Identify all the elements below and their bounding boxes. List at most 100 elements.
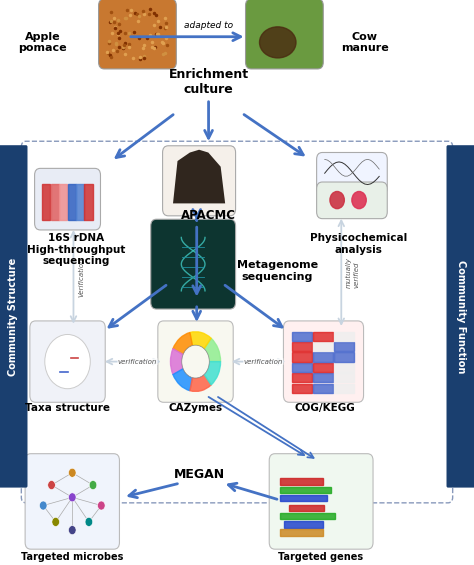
Text: COG/KEGG: COG/KEGG xyxy=(294,403,355,413)
Wedge shape xyxy=(190,375,211,392)
FancyArrowPatch shape xyxy=(234,359,283,364)
Wedge shape xyxy=(204,338,220,362)
Text: Metagenome
sequencing: Metagenome sequencing xyxy=(237,260,318,282)
Bar xyxy=(313,373,333,383)
Bar xyxy=(292,332,312,341)
FancyBboxPatch shape xyxy=(151,219,236,309)
FancyArrowPatch shape xyxy=(129,484,177,498)
Text: 16S rDNA
High-throughput
sequencing: 16S rDNA High-throughput sequencing xyxy=(27,233,125,266)
Bar xyxy=(313,353,333,362)
Circle shape xyxy=(85,518,92,527)
FancyBboxPatch shape xyxy=(35,168,100,230)
Bar xyxy=(292,373,312,383)
FancyArrowPatch shape xyxy=(193,227,201,294)
FancyBboxPatch shape xyxy=(317,153,387,194)
FancyArrowPatch shape xyxy=(228,483,277,499)
Bar xyxy=(280,513,335,519)
Wedge shape xyxy=(173,333,192,354)
FancyBboxPatch shape xyxy=(317,182,387,219)
Wedge shape xyxy=(190,332,211,349)
FancyArrowPatch shape xyxy=(193,307,201,319)
Text: Community Structure: Community Structure xyxy=(8,257,18,376)
Circle shape xyxy=(182,345,210,378)
FancyBboxPatch shape xyxy=(269,454,373,549)
Bar xyxy=(42,184,51,220)
Text: Community Function: Community Function xyxy=(456,260,466,373)
FancyBboxPatch shape xyxy=(447,145,474,488)
Bar xyxy=(84,184,93,220)
FancyBboxPatch shape xyxy=(246,0,323,69)
Bar xyxy=(284,521,323,528)
Bar xyxy=(280,529,323,536)
Text: Cow
manure: Cow manure xyxy=(341,32,389,53)
Bar xyxy=(313,384,333,393)
Bar xyxy=(51,184,59,220)
Bar xyxy=(334,342,355,351)
Circle shape xyxy=(69,525,76,534)
Bar xyxy=(292,342,312,351)
FancyBboxPatch shape xyxy=(99,0,176,69)
FancyArrowPatch shape xyxy=(338,220,344,324)
Bar xyxy=(313,363,333,372)
Circle shape xyxy=(45,334,90,389)
Text: verification: verification xyxy=(244,359,283,364)
FancyBboxPatch shape xyxy=(163,146,236,216)
Bar xyxy=(334,373,355,383)
Bar xyxy=(280,479,323,485)
Circle shape xyxy=(69,493,76,502)
Text: adapted to: adapted to xyxy=(184,21,233,30)
Bar xyxy=(292,353,312,362)
Circle shape xyxy=(89,481,97,489)
Text: verification: verification xyxy=(118,359,157,364)
Text: Taxa structure: Taxa structure xyxy=(25,403,110,413)
Bar xyxy=(292,384,312,393)
Text: Apple
pomace: Apple pomace xyxy=(18,32,67,53)
Bar xyxy=(67,184,76,220)
Text: Targeted genes: Targeted genes xyxy=(278,551,364,562)
Bar xyxy=(76,184,84,220)
Circle shape xyxy=(352,192,366,208)
Text: MEGAN: MEGAN xyxy=(173,468,225,481)
Bar xyxy=(334,353,355,362)
Wedge shape xyxy=(204,362,220,385)
FancyBboxPatch shape xyxy=(0,145,27,488)
Circle shape xyxy=(39,501,47,510)
Bar xyxy=(280,495,327,502)
FancyArrowPatch shape xyxy=(116,115,173,158)
Circle shape xyxy=(52,518,59,527)
Text: Targeted microbes: Targeted microbes xyxy=(21,551,124,562)
Text: APACMC: APACMC xyxy=(181,209,236,223)
FancyArrowPatch shape xyxy=(225,285,282,327)
FancyArrowPatch shape xyxy=(244,115,303,155)
Bar xyxy=(334,384,355,393)
Text: Physicochemical
analysis: Physicochemical analysis xyxy=(310,233,407,255)
Polygon shape xyxy=(173,150,225,203)
Text: Verification: Verification xyxy=(78,257,84,297)
Bar xyxy=(334,332,355,341)
Bar xyxy=(289,505,324,511)
FancyBboxPatch shape xyxy=(158,321,233,402)
Text: mutually
verified: mutually verified xyxy=(346,257,359,288)
FancyArrowPatch shape xyxy=(193,210,201,220)
Bar xyxy=(59,184,67,220)
Wedge shape xyxy=(171,349,183,375)
Text: Enrichment
culture: Enrichment culture xyxy=(168,68,249,96)
Circle shape xyxy=(48,481,55,489)
Ellipse shape xyxy=(259,27,296,58)
Circle shape xyxy=(69,468,76,477)
Bar xyxy=(313,332,333,341)
FancyArrowPatch shape xyxy=(205,102,212,138)
FancyBboxPatch shape xyxy=(283,321,364,402)
FancyBboxPatch shape xyxy=(30,321,105,402)
Bar xyxy=(292,363,312,372)
FancyArrowPatch shape xyxy=(109,285,166,327)
Bar xyxy=(280,486,330,493)
Circle shape xyxy=(330,192,344,208)
FancyArrowPatch shape xyxy=(71,232,76,322)
FancyBboxPatch shape xyxy=(25,454,119,549)
FancyArrowPatch shape xyxy=(107,359,159,364)
FancyArrowPatch shape xyxy=(131,33,241,41)
Wedge shape xyxy=(173,369,192,390)
Bar xyxy=(334,363,355,372)
Circle shape xyxy=(98,501,105,510)
